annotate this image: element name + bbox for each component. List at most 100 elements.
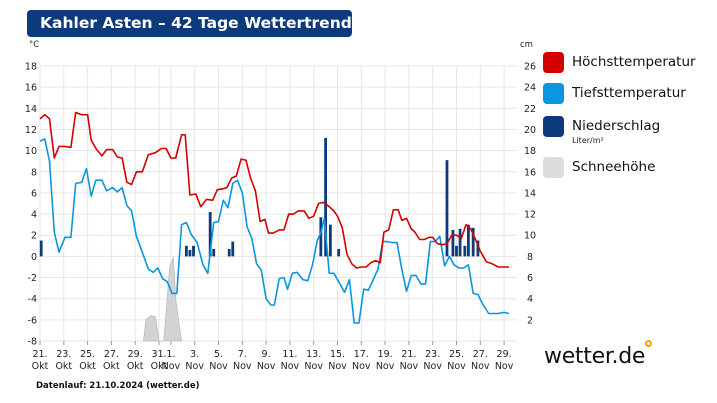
x-tick-label-month: Okt — [55, 361, 72, 372]
left-tick-label: -6 — [28, 315, 37, 326]
series-layer — [39, 111, 510, 342]
x-tick-label-day: 27. — [104, 349, 119, 360]
precip-bar — [192, 245, 195, 257]
precip-bar — [319, 217, 323, 257]
legend-swatch-high — [543, 52, 564, 73]
legend-swatch-low — [543, 83, 564, 104]
x-tick-label-day: 31. — [151, 349, 166, 360]
x-tick-label-month: Nov — [400, 361, 419, 372]
right-tick-label: 14 — [524, 188, 536, 199]
legend-label-low: Tiefsttemperatur — [572, 85, 686, 101]
precip-bar — [471, 227, 475, 257]
precip-bar — [227, 248, 231, 257]
legend-precip-unit: Liter/m² — [572, 136, 604, 145]
x-tick-label-day: 27. — [473, 349, 488, 360]
x-tick-label-month: Nov — [352, 361, 371, 372]
precip-bar — [445, 160, 449, 257]
right-tick-label: 20 — [524, 125, 536, 136]
x-tick-label-month: Nov — [209, 361, 228, 372]
brand-logo[interactable]: wetter.de — [544, 344, 646, 369]
x-tick-label-month: Nov — [376, 361, 395, 372]
x-tick-label-month: Okt — [151, 361, 168, 372]
right-tick-label: 10 — [524, 231, 536, 242]
precip-bar — [463, 245, 467, 257]
precip-bar — [208, 211, 212, 257]
left-tick-label: 10 — [25, 146, 37, 157]
x-tick-label-month: Nov — [471, 361, 490, 372]
x-tick-label-month: Nov — [423, 361, 442, 372]
x-tick-label-month: Okt — [32, 361, 49, 372]
x-tick-label-month: Nov — [447, 361, 466, 372]
right-axis-unit: cm — [520, 40, 533, 50]
x-tick-label-day: 23. — [56, 349, 71, 360]
precip-bar — [212, 248, 216, 257]
right-tick-label: 22 — [524, 104, 536, 115]
x-tick-label-month: Nov — [162, 361, 181, 372]
x-tick-label-day: 3. — [190, 349, 199, 360]
x-tick-label-day: 7. — [238, 349, 247, 360]
x-tick-label-day: 29. — [497, 349, 512, 360]
x-tick-label-day: 29. — [128, 349, 143, 360]
left-tick-label: 14 — [25, 104, 37, 115]
left-tick-label: 6 — [31, 188, 37, 199]
left-tick-label: 0 — [31, 252, 37, 263]
x-tick-label-day: 21. — [401, 349, 416, 360]
x-tick-label-day: 5. — [214, 349, 223, 360]
x-tick-label-day: 23. — [425, 349, 440, 360]
left-tick-label: 8 — [31, 167, 37, 178]
right-tick-label: 18 — [524, 146, 536, 157]
legend-swatch-precip — [543, 116, 564, 137]
precip-bar — [476, 240, 480, 257]
grid-lines — [39, 65, 517, 345]
right-tick-label: 6 — [527, 273, 533, 284]
x-tick-label-month: Nov — [495, 361, 514, 372]
right-tick-label: 8 — [527, 252, 533, 263]
x-tick-label-day: 21. — [32, 349, 47, 360]
left-tick-label: -8 — [28, 337, 37, 348]
x-tick-label-month: Nov — [257, 361, 276, 372]
legend-label-precip: Niederschlag — [572, 118, 661, 134]
x-tick-label-day: 25. — [80, 349, 95, 360]
right-tick-label: 2 — [527, 315, 533, 326]
left-tick-label: 2 — [31, 231, 37, 242]
precip-bar — [188, 250, 192, 257]
right-tick-label: 12 — [524, 210, 536, 221]
x-tick-label-day: 11. — [282, 349, 297, 360]
precip-bar — [337, 248, 341, 257]
x-tick-label-month: Nov — [304, 361, 323, 372]
x-tick-label-month: Nov — [233, 361, 252, 372]
precip-bar — [458, 228, 462, 257]
precip-bar — [328, 224, 332, 257]
x-tick-label-day: 25. — [449, 349, 464, 360]
left-tick-label: 12 — [25, 125, 37, 136]
precip-bar — [451, 229, 455, 257]
right-tick-label: 26 — [524, 62, 536, 73]
snow-depth-area — [143, 257, 183, 342]
precip-bar — [39, 240, 43, 257]
right-tick-label: 16 — [524, 167, 536, 178]
x-tick-label-month: Okt — [127, 361, 144, 372]
x-tick-label-month: Nov — [328, 361, 347, 372]
left-tick-label: 4 — [31, 210, 37, 221]
x-tick-label-month: Nov — [281, 361, 300, 372]
left-tick-label: -2 — [28, 273, 37, 284]
axis-labels: 181614121086420-2-4-6-826242220181614121… — [25, 40, 536, 372]
x-tick-label-month: Okt — [79, 361, 96, 372]
brand-dot-icon — [645, 340, 652, 347]
series-line-high — [39, 111, 509, 269]
x-tick-label-day: 17. — [354, 349, 369, 360]
x-tick-label-day: 19. — [378, 349, 393, 360]
precip-bar — [467, 224, 470, 257]
left-tick-label: 18 — [25, 62, 37, 73]
x-tick-label-day: 15. — [330, 349, 345, 360]
precip-bar — [455, 245, 458, 257]
chart-title: Kahler Asten – 42 Tage Wettertrend — [27, 10, 352, 37]
legend-label-high: Höchsttemperatur — [572, 54, 696, 70]
left-axis-unit: °C — [29, 40, 39, 50]
x-tick-label-day: 13. — [306, 349, 321, 360]
right-tick-label: 4 — [527, 294, 533, 305]
precip-bar — [231, 241, 235, 257]
x-tick-label-month: Nov — [185, 361, 204, 372]
legend-swatch-snow — [543, 157, 564, 178]
